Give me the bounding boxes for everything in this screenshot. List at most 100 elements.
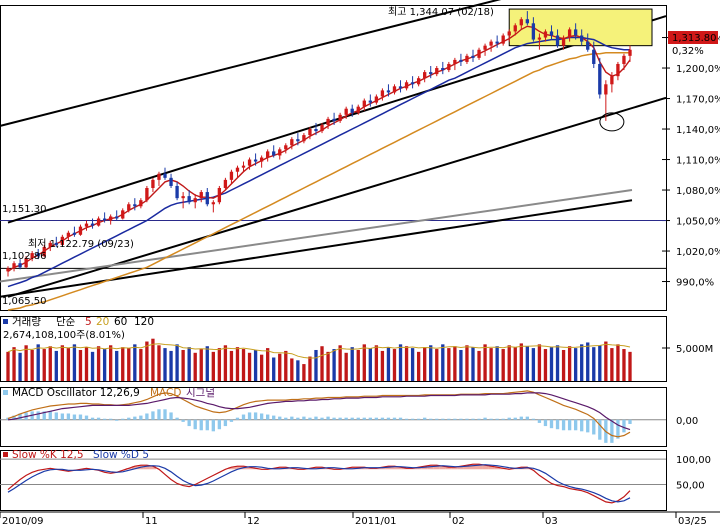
volume-bar bbox=[169, 350, 173, 381]
volume-bar bbox=[350, 347, 354, 381]
candle-body bbox=[489, 41, 493, 46]
y-tick-label: 1,170,0% bbox=[676, 95, 720, 106]
candle-body bbox=[586, 41, 590, 50]
candle-body bbox=[368, 100, 372, 103]
slow-overbought-fill bbox=[397, 467, 404, 470]
volume-bar bbox=[586, 342, 590, 381]
volume-bar bbox=[121, 347, 125, 381]
candle-body bbox=[543, 31, 548, 38]
macd-osc-bar bbox=[6, 417, 10, 420]
macd-osc-bar bbox=[96, 417, 101, 420]
volume-bar bbox=[145, 341, 149, 381]
macd-osc-bar bbox=[163, 409, 167, 420]
candle-body bbox=[459, 59, 463, 62]
volume-legend-item: 120 bbox=[134, 316, 154, 328]
candle-body bbox=[628, 49, 632, 56]
panel-frame-macd bbox=[0, 387, 667, 447]
side-label: 1,065.50 bbox=[2, 296, 47, 307]
volume-bar bbox=[12, 347, 16, 381]
macd-osc-bar bbox=[169, 412, 173, 420]
candle-body bbox=[314, 129, 318, 132]
candle-body bbox=[501, 35, 505, 44]
volume-bar bbox=[344, 352, 348, 381]
macd-osc-bar bbox=[320, 417, 324, 420]
macd-osc-bar bbox=[610, 419, 614, 443]
volume-bar bbox=[90, 351, 95, 381]
macd-osc-bar bbox=[628, 419, 632, 424]
slow-legend-item: Slow %K 12,5 bbox=[12, 449, 84, 461]
candle-body bbox=[90, 223, 95, 226]
macd-osc-bar bbox=[350, 417, 354, 420]
candle-body bbox=[193, 198, 197, 203]
volume-bar bbox=[435, 349, 439, 381]
volume-bar bbox=[48, 346, 52, 381]
candle-body bbox=[229, 171, 234, 180]
candle-body bbox=[537, 37, 542, 40]
ma-mid-line bbox=[7, 36, 630, 288]
macd-osc-bar bbox=[151, 411, 155, 420]
volume-bar bbox=[423, 347, 427, 381]
macd-osc-bar bbox=[223, 419, 228, 427]
candle-body bbox=[139, 200, 143, 207]
macd-osc-bar bbox=[531, 418, 536, 420]
candle-body bbox=[350, 108, 354, 113]
volume-bar bbox=[519, 343, 523, 381]
volume-bar bbox=[211, 351, 215, 381]
macd-osc-bar bbox=[543, 419, 548, 427]
volume-bar bbox=[102, 349, 107, 381]
candle-body bbox=[127, 204, 131, 211]
candle-body bbox=[495, 41, 499, 44]
macd-osc-bar bbox=[549, 419, 554, 429]
channel-line-gray bbox=[0, 189, 633, 283]
volume-bar bbox=[241, 349, 246, 381]
candle-body bbox=[447, 63, 451, 71]
macd-osc-bar bbox=[338, 417, 342, 420]
candle-body bbox=[235, 167, 240, 172]
macd-osc-bar bbox=[42, 411, 46, 420]
macd-osc-bar bbox=[386, 417, 391, 420]
volume-bar bbox=[296, 360, 300, 381]
macd-osc-bar bbox=[259, 413, 264, 420]
volume-bar bbox=[290, 358, 294, 381]
macd-osc-bar bbox=[435, 418, 439, 420]
volume-bar bbox=[386, 347, 391, 381]
candle-body bbox=[169, 177, 173, 186]
volume-bar bbox=[223, 345, 228, 381]
candle-body bbox=[278, 149, 282, 156]
y-tick-label: 1,050,0% bbox=[676, 217, 720, 228]
volume-bar bbox=[543, 349, 548, 381]
legend-swatch bbox=[3, 390, 8, 395]
candle-body bbox=[435, 68, 439, 75]
macd-osc-bar bbox=[296, 417, 300, 420]
volume-bar bbox=[115, 350, 119, 381]
candle-body bbox=[199, 192, 203, 199]
volume-bar bbox=[332, 349, 336, 381]
volume-legend-item: 20 bbox=[96, 316, 109, 328]
macd-osc-bar bbox=[72, 414, 77, 420]
volume-bar bbox=[253, 349, 258, 381]
volume-bar bbox=[229, 350, 234, 381]
volume-bar bbox=[404, 346, 409, 381]
slow-overbought-fill bbox=[488, 466, 495, 470]
volume-bar bbox=[592, 347, 596, 381]
volume-bar bbox=[555, 345, 560, 381]
macd-legend-item: MACD bbox=[150, 387, 181, 399]
candle-body bbox=[272, 151, 276, 156]
macd-osc-bar bbox=[181, 419, 185, 422]
candle-body bbox=[308, 129, 312, 136]
volume-legend-item: 거래량 bbox=[12, 316, 41, 328]
volume-bar bbox=[362, 344, 366, 381]
volume-bar bbox=[314, 349, 318, 381]
slow-overbought-fill bbox=[131, 466, 138, 470]
volume-bar bbox=[616, 344, 620, 381]
side-label: 1,102.86 bbox=[2, 251, 47, 262]
macd-osc-bar bbox=[495, 418, 499, 420]
slow-overbought-fill bbox=[463, 465, 470, 470]
volume-bar bbox=[392, 349, 397, 381]
macd-osc-bar bbox=[127, 417, 131, 420]
candle-body bbox=[241, 165, 246, 168]
volume-bar bbox=[78, 349, 83, 381]
candle-body bbox=[404, 82, 409, 89]
candle-body bbox=[453, 59, 457, 64]
macd-osc-bar bbox=[501, 418, 505, 420]
